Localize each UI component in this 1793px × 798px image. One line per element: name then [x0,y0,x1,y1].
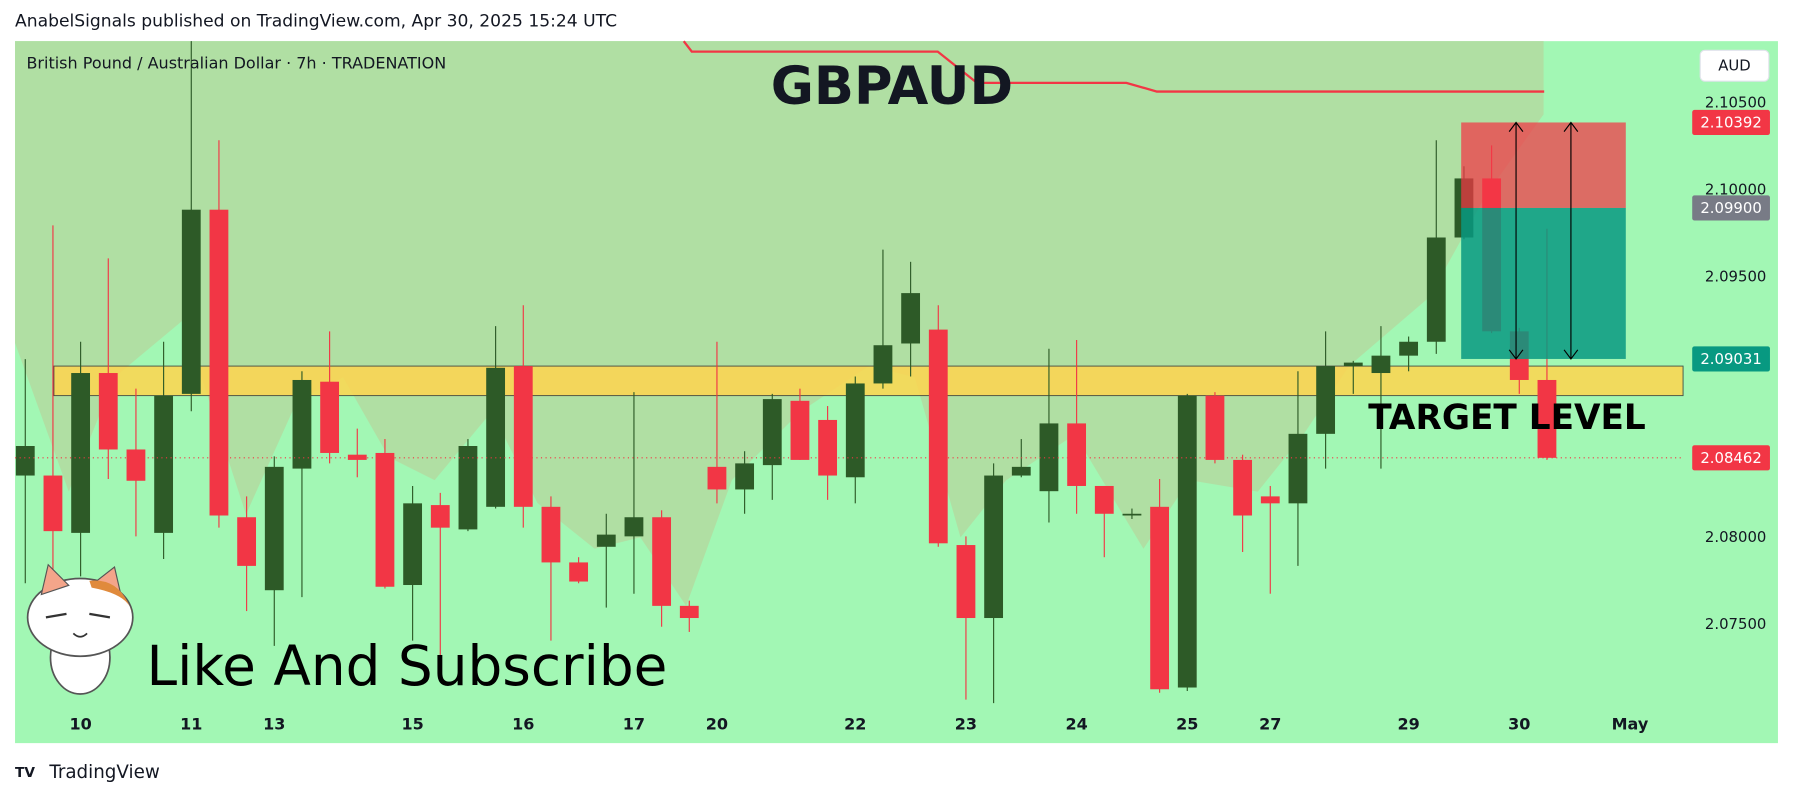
candle-body [43,475,63,532]
x-tick-label: 24 [1065,714,1087,733]
brand-logo: TV [15,765,35,781]
candle-body [1177,395,1197,688]
y-tick-label: 2.10500 [1705,94,1766,112]
candle-body [541,506,561,563]
x-tick-label: 17 [623,714,645,733]
x-tick-label: May [1612,714,1649,733]
chart-title: British Pound / Australian Dollar · 7h ·… [26,54,446,73]
stop-zone [1461,122,1626,208]
candle-body [1150,506,1170,690]
price-badge-label: 2.09900 [1700,199,1761,217]
currency: AUD [1718,56,1750,74]
x-tick-label: 15 [401,714,423,733]
symbol-label: GBPAUD [771,56,1013,117]
candle-body [845,383,865,478]
candle-body [264,466,284,591]
x-tick-label: 29 [1397,714,1419,733]
candle-body [1122,513,1142,516]
cat-sticker [26,563,134,695]
candle-body [403,503,423,586]
candle-body [98,373,118,450]
x-tick-label: 27 [1259,714,1281,733]
target-zone-box [1461,207,1626,359]
candle-body [901,293,921,344]
price-badge [1692,445,1770,471]
candle-body [1426,237,1446,342]
x-tick-label: 10 [69,714,91,733]
candle-body [1011,466,1031,476]
candle-body [984,475,1004,619]
candle-body [513,366,533,507]
candle-body [181,209,201,394]
candle-body [237,517,257,566]
candle-body [873,345,893,384]
price-badge-label: 2.10392 [1700,114,1761,132]
candle-body [154,395,174,533]
candle-body [209,209,229,516]
candle-body [1371,355,1391,374]
y-tick-label: 2.10000 [1705,181,1766,199]
price-badge [1692,195,1770,221]
price-badge-label: 2.09031 [1700,350,1761,368]
candle-body [71,373,91,533]
y-tick-label: 2.08000 [1705,528,1766,546]
candle-body [347,454,367,460]
candle-body [430,505,450,528]
candle-body [679,605,699,619]
x-tick-label: 22 [844,714,866,733]
candle-body [624,517,644,537]
header: AnabelSignals published on TradingView.c… [15,12,617,32]
candle-body [596,534,616,547]
candle-body [790,400,810,460]
y-tick-label: 2.09500 [1705,267,1766,285]
indicator-cloud [15,41,1544,606]
brand: TradingView [48,762,160,783]
candle-body [735,463,755,490]
candle-body [1233,459,1253,516]
price-badge [1692,109,1770,136]
candle-body [707,466,727,490]
candle-body [292,379,312,469]
candle-body [1288,433,1308,504]
candle-body [1094,485,1114,514]
target-label: TARGET LEVEL [1368,398,1646,438]
candle-body [928,329,948,544]
candle-body [1316,366,1336,434]
x-tick-label: 25 [1176,714,1198,733]
candle-body [762,399,782,466]
arrow-head [1508,121,1524,360]
candle-body [375,452,395,587]
indicator-line [682,40,1545,93]
candle-body [818,419,838,476]
y-tick-label: 2.07500 [1705,615,1766,633]
arrow-head [1563,121,1579,360]
candle-body [126,449,146,481]
candle-body [1537,379,1557,458]
candle-body [1343,362,1363,367]
candle-body [320,381,340,453]
candle-body [486,367,506,507]
candle-body [956,545,976,619]
x-tick-label: 20 [706,714,728,733]
x-tick-label: 30 [1508,714,1530,733]
currency-button[interactable] [1699,49,1770,82]
candle-body [1399,341,1419,356]
candle-body [1205,395,1225,460]
candle-body [569,562,589,582]
candle-body [1067,423,1087,486]
x-tick-label: 13 [263,714,285,733]
price-badge-label: 2.08462 [1700,449,1761,467]
candle-body [15,446,35,476]
x-tick-label: 16 [512,714,534,733]
x-tick-label: 23 [955,714,977,733]
price-badge [1692,346,1770,372]
candle-body [652,517,672,606]
x-tick-label: 11 [180,714,202,733]
candle-body [1260,496,1280,504]
candle-body [458,446,478,530]
promo-text: Like And Subscribe [147,634,668,698]
